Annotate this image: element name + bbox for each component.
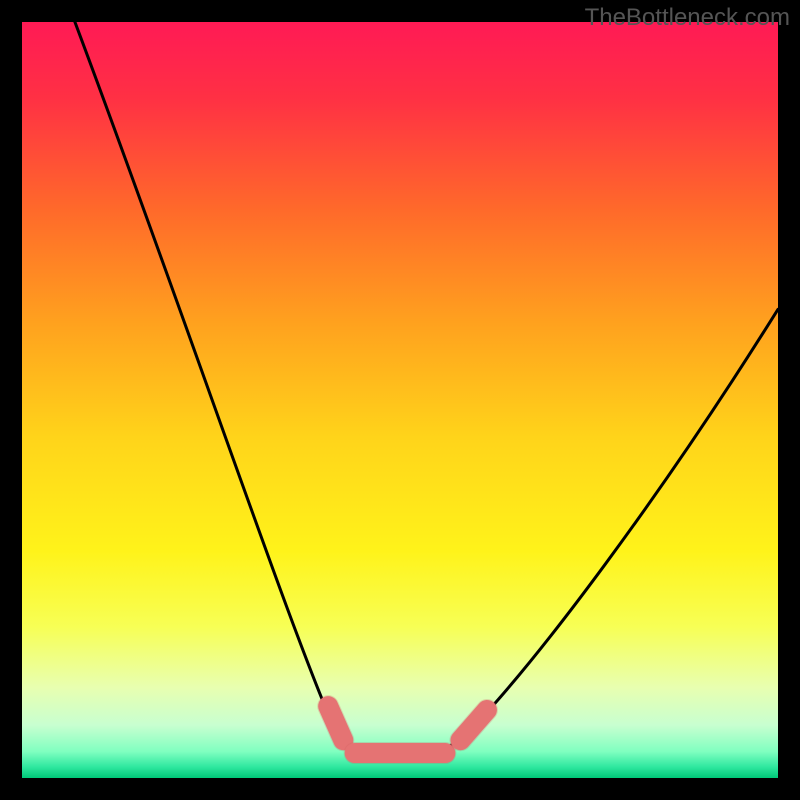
optimal-marker	[328, 706, 343, 740]
watermark-text: TheBottleneck.com	[585, 4, 790, 32]
v-curve	[75, 22, 778, 757]
bottleneck-curve-plot	[22, 22, 778, 778]
optimal-marker	[460, 710, 486, 740]
